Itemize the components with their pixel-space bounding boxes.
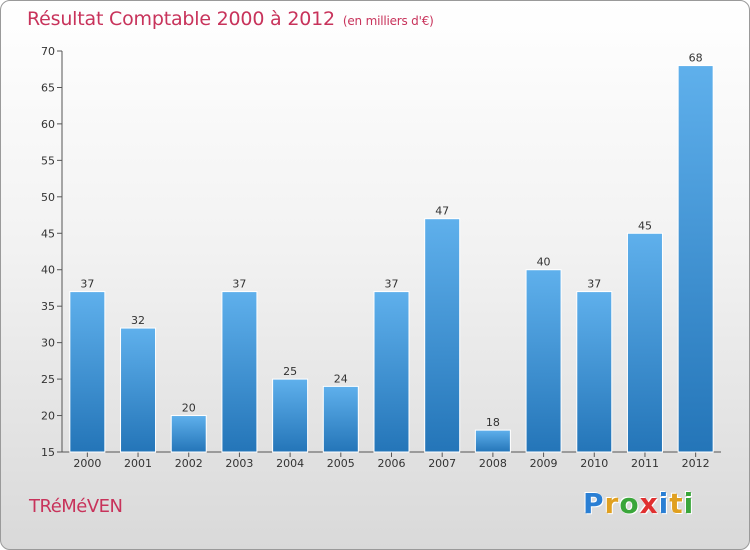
y-tick-label: 25 xyxy=(41,373,55,386)
value-label-2006: 37 xyxy=(385,278,399,291)
x-tick-label: 2000 xyxy=(73,457,101,470)
logo-letter: o xyxy=(619,487,640,520)
value-label-2002: 20 xyxy=(182,402,196,415)
bar-2005 xyxy=(322,385,359,453)
chart-subtitle: (en milliers d'€) xyxy=(342,14,434,28)
value-label-2003: 37 xyxy=(232,278,246,291)
y-tick-label: 70 xyxy=(41,45,55,58)
value-label-2011: 45 xyxy=(638,219,652,232)
x-tick-label: 2007 xyxy=(428,457,456,470)
x-tick-label: 2010 xyxy=(580,457,608,470)
proxiti-logo: Proxiti xyxy=(583,487,694,520)
bar-2006 xyxy=(373,291,410,453)
x-tick-label: 2012 xyxy=(682,457,710,470)
bar-2009 xyxy=(525,269,562,453)
bar-2008 xyxy=(474,429,511,453)
y-tick-label: 30 xyxy=(41,337,55,350)
x-tick-label: 2011 xyxy=(631,457,659,470)
x-tick-label: 2005 xyxy=(327,457,355,470)
y-tick-label: 20 xyxy=(41,410,55,423)
value-label-2001: 32 xyxy=(131,314,145,327)
logo-letter: i xyxy=(683,487,695,520)
value-label-2008: 18 xyxy=(486,416,500,429)
value-label-2005: 24 xyxy=(334,372,348,385)
y-tick-label: 35 xyxy=(41,300,55,313)
y-tick-label: 55 xyxy=(41,154,55,167)
bar-2003 xyxy=(221,291,258,453)
bar-2011 xyxy=(626,232,663,453)
chart-title: Résultat Comptable 2000 à 2012 (en millie… xyxy=(27,8,434,30)
y-tick-label: 45 xyxy=(41,227,55,240)
x-tick-label: 2003 xyxy=(225,457,253,470)
value-label-2009: 40 xyxy=(537,256,551,269)
logo-letter: t xyxy=(669,487,684,520)
bar-2000 xyxy=(69,291,106,453)
commune-name: TRéMéVEN xyxy=(29,496,123,517)
logo-letter: P xyxy=(583,487,605,520)
y-tick-label: 65 xyxy=(41,81,55,94)
bar-2010 xyxy=(576,291,613,453)
bar-2004 xyxy=(272,378,309,453)
y-tick-label: 50 xyxy=(41,191,55,204)
chart-title-main: Résultat Comptable 2000 à 2012 xyxy=(27,8,335,30)
bar-2007 xyxy=(424,218,461,453)
bar-2012 xyxy=(677,65,714,453)
y-tick-label: 40 xyxy=(41,264,55,277)
y-tick-label: 60 xyxy=(41,118,55,131)
logo-letter: x xyxy=(639,487,659,520)
x-tick-label: 2002 xyxy=(175,457,203,470)
x-tick-label: 2009 xyxy=(530,457,558,470)
x-tick-label: 2004 xyxy=(276,457,304,470)
value-label-2010: 37 xyxy=(587,278,601,291)
value-label-2012: 68 xyxy=(689,52,703,65)
bar-2001 xyxy=(120,327,157,453)
bar-2002 xyxy=(170,415,207,453)
x-tick-label: 2006 xyxy=(378,457,406,470)
logo-letter: r xyxy=(604,487,620,520)
x-tick-label: 2008 xyxy=(479,457,507,470)
x-tick-label: 2001 xyxy=(124,457,152,470)
value-label-2007: 47 xyxy=(435,205,449,218)
y-tick-label: 15 xyxy=(41,446,55,459)
value-label-2004: 25 xyxy=(283,365,297,378)
value-label-2000: 37 xyxy=(80,278,94,291)
logo-letter: i xyxy=(658,487,670,520)
